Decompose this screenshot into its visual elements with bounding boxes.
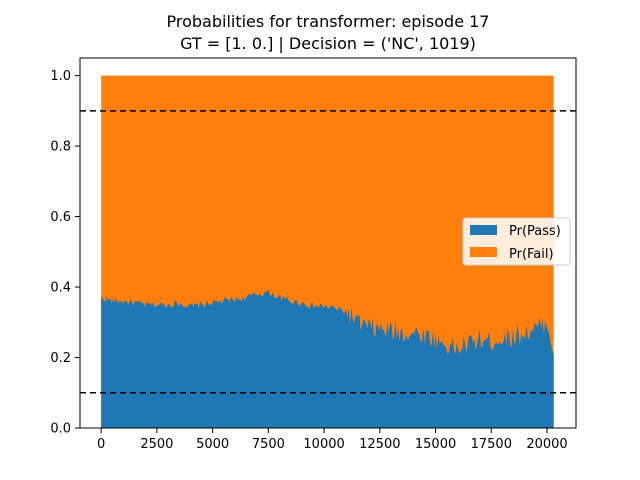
x-tick-label: 0 [97, 437, 105, 452]
chart-title-line2: GT = [1. 0.] | Decision = ('NC', 1019) [180, 34, 476, 53]
x-tick-label: 12500 [359, 437, 400, 452]
x-tick-label: 20000 [526, 437, 567, 452]
legend-swatch-fail [470, 247, 497, 257]
plot-frame [79, 57, 577, 429]
legend: Pr(Pass) Pr(Fail) [462, 217, 571, 266]
y-tick-label: 0.0 [50, 422, 71, 437]
x-tick-label: 17500 [471, 437, 512, 452]
legend-swatch-pass [470, 225, 497, 235]
x-tick-label: 5000 [196, 437, 229, 452]
y-tick-label: 0.2 [50, 351, 71, 366]
y-tick-label: 1.0 [50, 69, 71, 84]
y-axis: 0.0 0.2 0.4 0.6 0.8 1.0 [50, 69, 80, 437]
x-tick-label: 7500 [252, 437, 285, 452]
x-tick-label: 15000 [415, 437, 456, 452]
x-tick-label: 2500 [140, 437, 173, 452]
plot-area [80, 75, 576, 428]
chart-title-line1: Probabilities for transformer: episode 1… [167, 12, 490, 31]
legend-label-pass: Pr(Pass) [509, 224, 561, 239]
y-tick-label: 0.6 [50, 210, 71, 225]
x-axis: 0 2500 5000 7500 10000 12500 15000 17500 20000 [97, 428, 568, 452]
y-tick-label: 0.4 [50, 281, 71, 296]
legend-label-fail: Pr(Fail) [509, 247, 554, 262]
y-tick-label: 0.8 [50, 140, 71, 155]
x-tick-label: 10000 [303, 437, 344, 452]
